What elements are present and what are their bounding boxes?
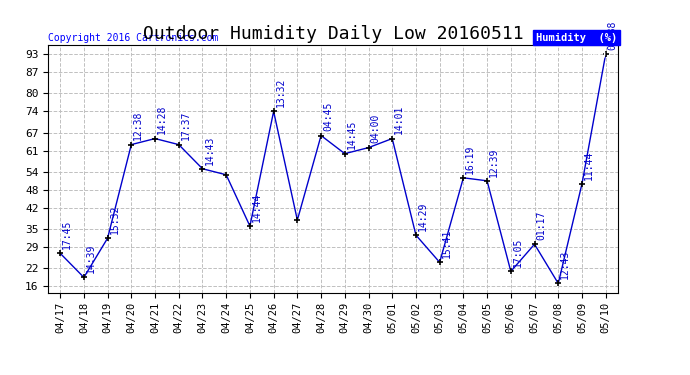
Text: 17:45: 17:45 <box>62 220 72 249</box>
Text: 12:38: 12:38 <box>133 111 144 140</box>
Text: 17:37: 17:37 <box>181 111 190 140</box>
Text: 04:00: 04:00 <box>371 114 380 144</box>
Text: 12:39: 12:39 <box>489 147 499 177</box>
Text: 14:45: 14:45 <box>347 120 357 150</box>
Text: 14:39: 14:39 <box>86 244 96 273</box>
Text: 14:44: 14:44 <box>252 192 262 222</box>
Text: 17:05: 17:05 <box>513 238 523 267</box>
Text: 14:01: 14:01 <box>394 105 404 134</box>
Text: 13:32: 13:32 <box>275 78 286 107</box>
Text: 01:17: 01:17 <box>537 211 546 240</box>
Text: Copyright 2016 Cartronics.com: Copyright 2016 Cartronics.com <box>48 33 219 42</box>
Text: 07:88: 07:88 <box>608 21 618 50</box>
Text: 14:28: 14:28 <box>157 105 167 134</box>
Text: 15:41: 15:41 <box>442 229 451 258</box>
Title: Outdoor Humidity Daily Low 20160511: Outdoor Humidity Daily Low 20160511 <box>143 26 523 44</box>
Text: 04:45: 04:45 <box>323 102 333 131</box>
Text: Humidity  (%): Humidity (%) <box>536 33 618 42</box>
Text: 14:29: 14:29 <box>418 202 428 231</box>
Text: 16:19: 16:19 <box>465 144 475 174</box>
Text: 12:43: 12:43 <box>560 250 570 279</box>
Text: 15:32: 15:32 <box>110 205 119 234</box>
Text: 11:44: 11:44 <box>584 150 594 180</box>
Text: 14:43: 14:43 <box>204 135 215 165</box>
